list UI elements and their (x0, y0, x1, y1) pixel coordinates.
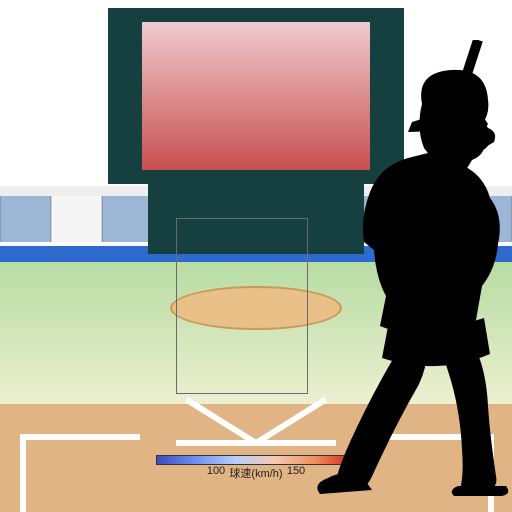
pitch-view-scene: 100 150 球速(km/h) (0, 0, 512, 512)
legend-tick: 100 (207, 465, 225, 477)
batter-silhouette (300, 40, 512, 496)
field-line (20, 434, 26, 512)
strike-zone (176, 218, 308, 394)
wall-panel (0, 196, 51, 242)
wall-panel (102, 196, 153, 242)
field-line (20, 434, 140, 440)
wall-panel (51, 196, 102, 242)
